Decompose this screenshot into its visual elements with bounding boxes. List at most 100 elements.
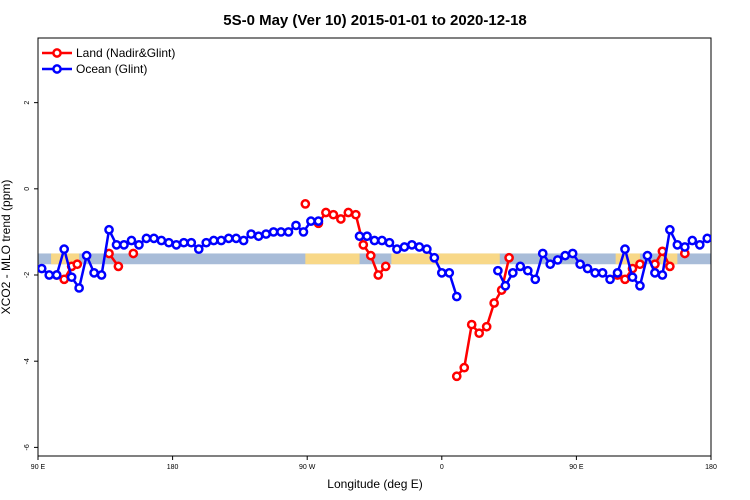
data-point (306, 216, 316, 226)
band-land-0 (51, 253, 80, 265)
data-point (672, 239, 683, 250)
y-tick-label: -2 (24, 272, 31, 278)
data-point (414, 242, 425, 252)
data-point (560, 250, 571, 261)
data-point (223, 233, 234, 244)
band-land-4 (660, 253, 678, 265)
data-point (399, 242, 410, 252)
data-point (38, 263, 47, 274)
data-point (336, 214, 346, 224)
data-point (451, 371, 462, 382)
data-point (726, 239, 733, 246)
data-point (72, 259, 83, 270)
data-point (384, 237, 395, 248)
series-layer (38, 199, 733, 382)
data-point (59, 274, 70, 285)
data-point (650, 268, 660, 278)
data-point (246, 229, 256, 239)
x-tick-label: 90 W (299, 464, 316, 471)
data-point (612, 268, 623, 278)
x-tick-label: 90 E (31, 464, 46, 471)
data-point (665, 261, 675, 272)
series-land (51, 199, 690, 382)
data-point (709, 235, 711, 242)
data-point (459, 362, 470, 373)
data-point (178, 237, 189, 248)
data-point (171, 239, 182, 250)
data-point (111, 239, 122, 250)
data-point (298, 227, 309, 237)
data-point (126, 235, 137, 246)
data-point (328, 209, 339, 220)
data-point (81, 250, 92, 261)
data-point (96, 270, 107, 280)
data-point (291, 220, 301, 231)
legend-label: Ocean (Glint) (76, 62, 147, 76)
legend-marker (52, 64, 62, 74)
legend-marker (52, 48, 62, 58)
y-tick-label: -6 (24, 444, 31, 450)
data-point (186, 237, 197, 248)
data-point (201, 237, 212, 248)
band-land-2 (391, 253, 500, 265)
data-point (208, 235, 219, 246)
axes: 90 E 180 90 W 0 90 E 180 -6 -4 -2 0 2 (24, 101, 717, 471)
data-point (313, 216, 324, 226)
data-point (149, 233, 159, 244)
data-point (620, 244, 630, 255)
data-point (421, 244, 432, 255)
band-land-1 (305, 253, 360, 265)
data-point (635, 259, 645, 270)
legend: Land (Nadir&Glint) Ocean (Glint) (42, 46, 175, 76)
data-point (694, 239, 705, 250)
data-point (354, 231, 365, 242)
x-tick-label: 0 (440, 464, 444, 471)
data-point (537, 248, 548, 259)
plot-frame (37, 37, 712, 457)
data-point (134, 239, 144, 250)
data-point (515, 261, 526, 272)
data-point (392, 244, 402, 255)
legend-label: Land (Nadir&Glint) (76, 46, 175, 60)
data-point (377, 235, 387, 246)
data-point (128, 248, 139, 259)
data-point (635, 280, 645, 291)
x-tick-label: 180 (167, 464, 179, 471)
data-point (522, 265, 533, 276)
data-point (141, 233, 152, 244)
data-point (362, 231, 372, 242)
data-point (429, 252, 440, 263)
y-tick-label: -4 (24, 358, 31, 364)
data-point (89, 268, 99, 278)
data-point (489, 298, 499, 308)
x-tick-label: 180 (705, 464, 717, 471)
data-point (605, 274, 615, 285)
data-point (582, 263, 593, 274)
data-point (436, 268, 447, 278)
data-point (665, 224, 675, 235)
data-point (380, 261, 391, 272)
data-point (51, 270, 62, 280)
data-point (567, 248, 578, 259)
data-point (444, 268, 455, 278)
data-point (575, 259, 585, 270)
y-tick-label: 0 (24, 187, 31, 191)
data-point (350, 209, 361, 220)
series-ocean (38, 216, 733, 302)
data-point (231, 233, 242, 244)
data-point (66, 272, 77, 283)
data-point (369, 235, 380, 246)
data-point (253, 231, 264, 242)
y-tick-label: 2 (24, 101, 31, 105)
data-point (493, 265, 503, 276)
data-point (321, 207, 331, 218)
data-point (300, 199, 311, 209)
data-point (627, 272, 638, 283)
data-point (358, 239, 369, 250)
data-point (268, 227, 279, 237)
data-point (679, 242, 690, 252)
data-point (164, 237, 174, 248)
data-point (113, 261, 124, 272)
data-point (702, 233, 711, 244)
